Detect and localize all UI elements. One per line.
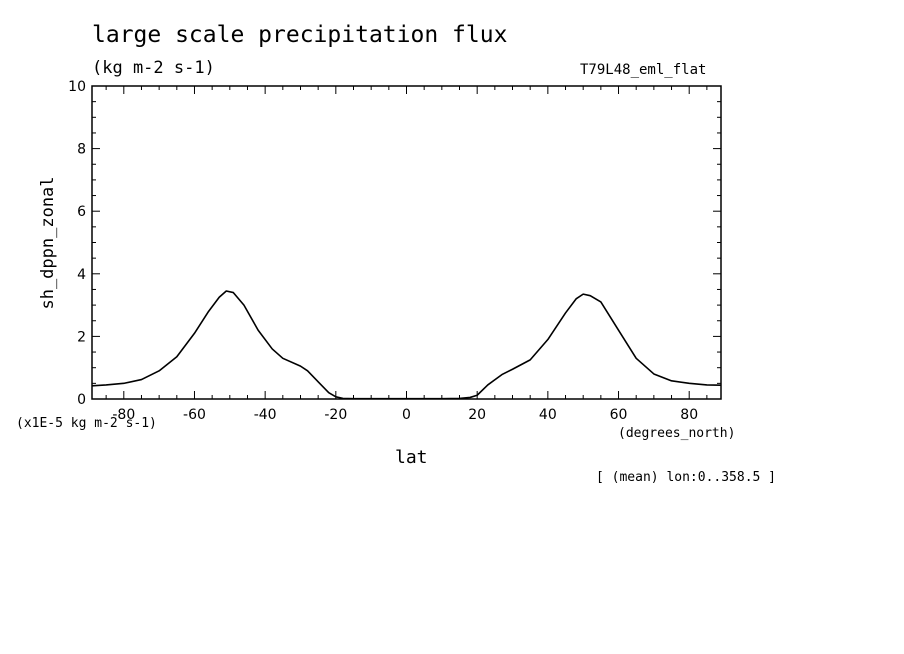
x-units-label: (degrees_north) xyxy=(618,426,736,441)
y-tick-label: 0 xyxy=(77,392,86,408)
x-axis-label: lat xyxy=(395,447,428,468)
x-tick-label: 60 xyxy=(610,407,628,423)
x-tick-label: 20 xyxy=(468,407,486,423)
x-tick-label: -20 xyxy=(324,407,347,423)
x-tick-label: 0 xyxy=(402,407,411,423)
x-tick-label: -80 xyxy=(112,407,135,423)
y-tick-label: 8 xyxy=(77,142,86,158)
x-tick-label: 80 xyxy=(680,407,698,423)
y-scale-note: (x1E-5 kg m-2 s-1) xyxy=(16,416,157,431)
y-tick-label: 6 xyxy=(77,204,86,220)
chart-title: large scale precipitation flux xyxy=(92,22,508,48)
y-tick-label: 4 xyxy=(77,267,86,283)
subset-note: [ (mean) lon:0..358.5 ] xyxy=(596,470,777,485)
plot-frame xyxy=(91,85,722,400)
units-label: (kg m-2 s-1) xyxy=(92,58,215,78)
run-label: T79L48_eml_flat xyxy=(580,62,707,78)
x-tick-label: 40 xyxy=(539,407,557,423)
y-tick-label: 10 xyxy=(68,79,86,95)
x-tick-label: -60 xyxy=(183,407,206,423)
x-tick-label: -40 xyxy=(254,407,277,423)
series-line xyxy=(91,290,722,400)
y-tick-label: 2 xyxy=(77,329,86,345)
